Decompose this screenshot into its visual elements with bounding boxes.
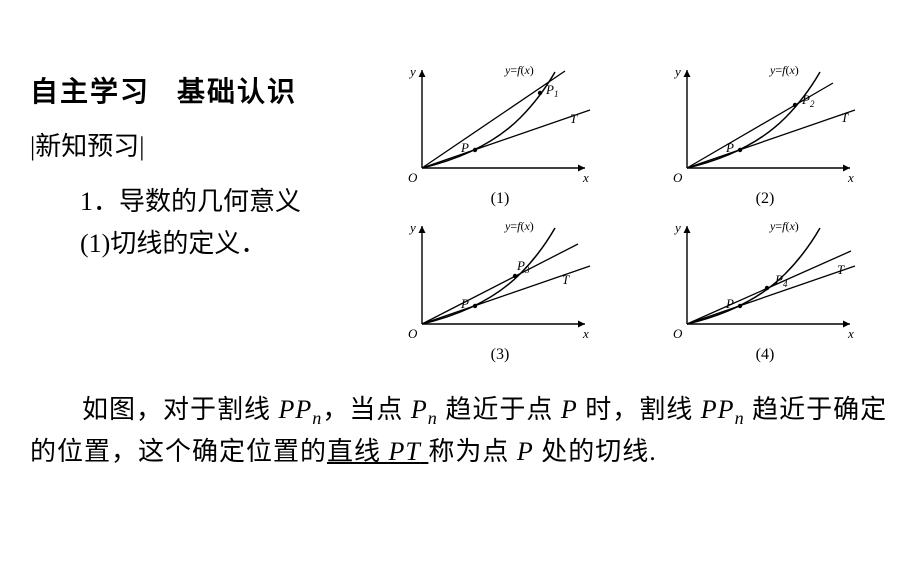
svg-text:y=f(x): y=f(x) [504,63,534,77]
svg-text:y=f(x): y=f(x) [769,219,799,233]
chart-4: y x Oy=f(x) P P4 T (4) [655,214,875,364]
charts-grid: yxOy=f(x)PP1T(1)yxOy=f(x)PP2T(2)yxOy=f(x… [390,58,880,364]
para-n: n [312,408,322,428]
svg-text:O: O [408,326,418,341]
svg-text:P4: P4 [774,272,788,289]
chart-caption: (4) [655,346,875,364]
svg-text:x: x [582,170,589,185]
svg-text:P: P [725,296,734,311]
chart-caption: (2) [655,190,875,208]
para-pn-n: n [428,408,438,428]
svg-text:y=f(x): y=f(x) [769,63,799,77]
para-t4: 时，割线 [578,395,701,424]
svg-text:y: y [673,64,681,79]
svg-text:T: T [570,111,578,126]
svg-text:P: P [460,296,469,311]
chart-caption: (1) [390,190,610,208]
para-t1: 如图，对于割线 [82,395,279,424]
svg-text:x: x [847,170,854,185]
svg-text:O: O [673,170,683,185]
explanation-paragraph: 如图，对于割线 PPn，当点 Pn 趋近于点 P 时，割线 PPn 趋近于确定的… [30,390,890,473]
svg-text:y: y [408,64,416,79]
svg-text:x: x [847,326,854,341]
para-underline: 直线 PT [327,437,428,466]
para-n2: n [735,408,745,428]
chart-caption: (3) [390,346,610,364]
heading-part-a: 自主学习 [30,77,150,108]
chart-1: y x Oy=f(x) P P1 T (1) [390,58,610,208]
svg-text:y: y [673,220,681,235]
heading-part-b: 基础认识 [177,77,297,108]
para-t6: 称为点 [428,437,517,466]
para-t3: 趋近于点 [438,395,561,424]
para-pp: PP [279,395,313,424]
svg-text:y: y [408,220,416,235]
para-pn-p: P [411,395,428,424]
chart-2: yxOy=f(x)PP2T(2) [655,58,875,208]
para-t7: 处的切线. [534,437,657,466]
svg-text:T: T [841,110,849,125]
svg-text:O: O [673,326,683,341]
svg-text:P: P [725,140,734,155]
chart-3: y x Oy=f(x) P P3 T (3) [390,214,610,364]
svg-text:T: T [837,262,845,277]
svg-text:x: x [582,326,589,341]
para-pp2: PP [701,395,735,424]
para-p2: P [517,437,534,466]
svg-text:T: T [562,272,570,287]
svg-text:P3: P3 [516,258,530,275]
svg-text:O: O [408,170,418,185]
svg-text:y=f(x): y=f(x) [504,219,534,233]
svg-text:P: P [460,140,469,155]
svg-text:P1: P1 [545,82,558,99]
para-t2: ，当点 [322,395,411,424]
para-p: P [561,395,578,424]
